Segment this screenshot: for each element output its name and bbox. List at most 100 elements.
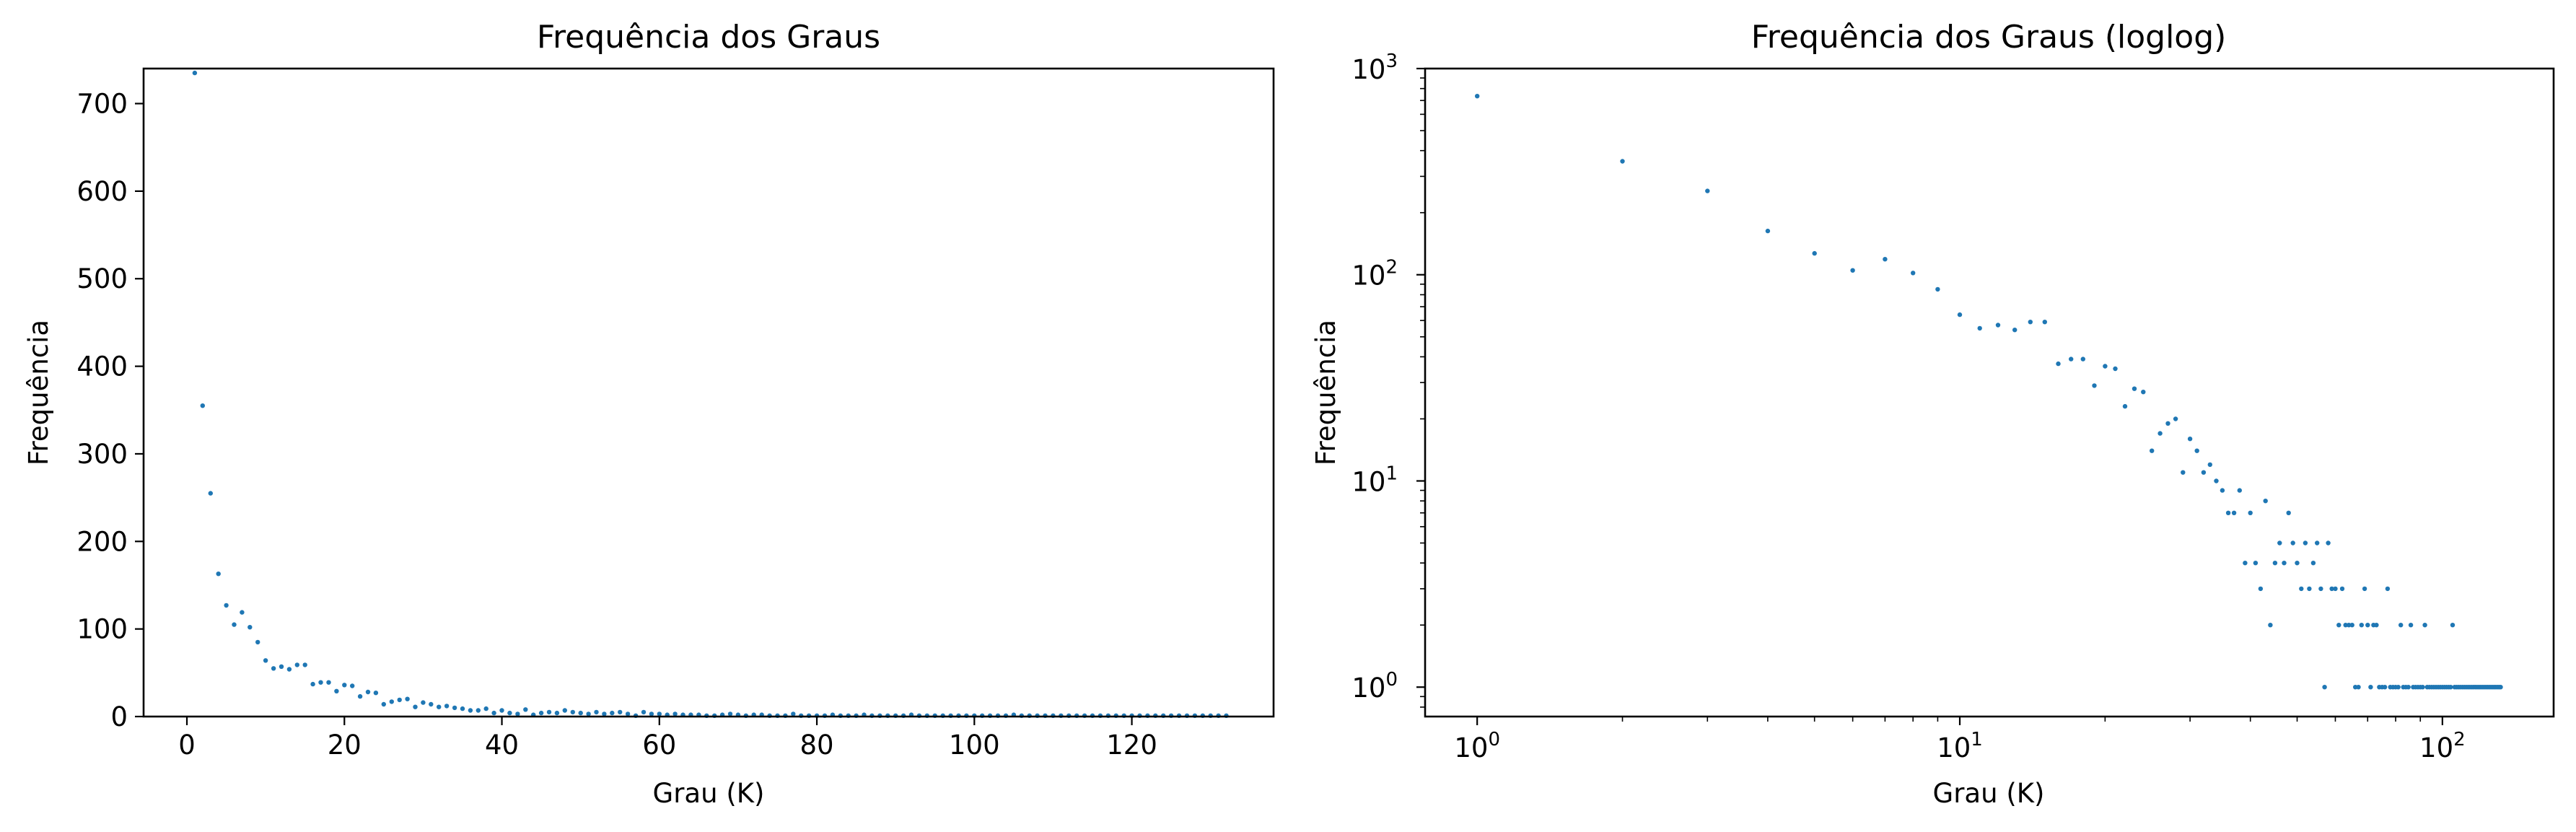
y-tick-label: 400: [76, 351, 128, 382]
data-point: [437, 704, 442, 709]
data-point: [2012, 328, 2018, 333]
data-point: [444, 704, 450, 709]
data-point: [326, 680, 331, 685]
data-point: [2295, 561, 2300, 566]
data-point: [2343, 623, 2348, 628]
x-axis-label: Grau (K): [1933, 778, 2045, 809]
data-point: [641, 709, 647, 715]
x-tick-label: 120: [1106, 730, 1157, 761]
axis-ticks: 100 101 102 100 101 102 103: [1351, 51, 2465, 763]
x-tick-label: 60: [642, 730, 676, 761]
data-point: [1850, 268, 1855, 273]
data-point: [2243, 561, 2248, 566]
data-point: [1883, 257, 1888, 262]
data-point: [1475, 94, 1480, 99]
data-point: [2286, 510, 2291, 515]
data-point: [2113, 366, 2118, 372]
y-axis-label: Frequência: [1310, 320, 1341, 465]
data-point: [421, 700, 426, 705]
data-point: [200, 403, 205, 408]
data-point: [255, 639, 260, 645]
data-point: [2422, 623, 2427, 628]
data-point: [2248, 510, 2253, 515]
data-point: [302, 662, 307, 667]
data-point: [357, 693, 363, 699]
data-point: [2333, 586, 2338, 592]
data-point: [570, 709, 575, 715]
data-point: [2396, 685, 2401, 690]
data-point: [2092, 383, 2097, 388]
y-tick-label: 500: [76, 263, 128, 294]
x-tick-label: 100: [949, 730, 1000, 761]
data-point: [1705, 188, 1710, 193]
data-point: [586, 711, 591, 717]
plot-frame: [142, 67, 1275, 718]
data-point: [2207, 462, 2212, 468]
data-point: [1620, 159, 1625, 164]
data-point: [2307, 586, 2312, 592]
axis-ticks: 0 20 40 60 80 100 120 0 100 200 300 400 500 600 700: [76, 89, 1157, 761]
chart-title: Frequência dos Graus (loglog): [1751, 19, 2227, 56]
data-points: [1475, 94, 2503, 690]
data-point: [2326, 540, 2331, 546]
y-tick-label: 101: [1351, 463, 1398, 497]
data-point: [294, 662, 299, 667]
chart-title: Frequência dos Graus: [537, 19, 880, 56]
x-tick-label: 0: [178, 730, 196, 761]
data-point: [2165, 421, 2170, 426]
data-point: [2349, 623, 2354, 628]
y-tick-label: 200: [76, 526, 128, 557]
data-point: [413, 704, 418, 709]
x-tick-label: 40: [485, 730, 519, 761]
data-point: [1935, 286, 1940, 292]
data-point: [2103, 364, 2108, 369]
y-axis-label: Frequência: [23, 320, 54, 465]
data-point: [2150, 448, 2155, 453]
x-axis-label: Grau (K): [653, 778, 765, 809]
data-point: [1812, 250, 1817, 256]
data-point: [2362, 586, 2367, 592]
data-point: [2272, 561, 2278, 566]
data-point: [2132, 386, 2137, 391]
data-point: [2263, 499, 2268, 504]
data-point: [1957, 312, 1963, 318]
data-point: [279, 664, 284, 669]
data-point: [649, 711, 654, 717]
data-point: [216, 572, 221, 577]
chart-linear: Frequência dos Graus 0 20 40 60 80 100 120 0 100…: [23, 19, 1275, 809]
data-point: [460, 706, 465, 711]
y-tick-label: 100: [76, 614, 128, 645]
y-tick-label: 300: [76, 439, 128, 470]
data-point: [2420, 685, 2425, 690]
data-point: [405, 696, 410, 701]
data-point: [247, 625, 253, 630]
data-point: [491, 710, 496, 716]
data-point: [499, 708, 504, 713]
data-point: [2303, 540, 2308, 546]
data-point: [610, 710, 615, 716]
data-point: [2122, 403, 2128, 409]
data-point: [342, 683, 347, 688]
data-point: [2141, 390, 2146, 395]
data-point: [2157, 431, 2163, 436]
data-point: [2336, 623, 2341, 628]
data-point: [397, 697, 402, 703]
data-point: [2187, 437, 2193, 442]
data-point: [523, 707, 528, 712]
data-point: [507, 710, 512, 716]
y-tick-label: 102: [1351, 257, 1398, 292]
x-tick-label: 102: [2419, 729, 2466, 763]
data-point: [2385, 586, 2391, 592]
data-point: [2382, 685, 2388, 690]
data-point: [554, 710, 560, 716]
data-point: [673, 711, 678, 717]
data-point: [515, 711, 520, 717]
data-point: [334, 688, 339, 693]
data-point: [2069, 356, 2074, 362]
data-point: [618, 709, 623, 715]
data-point: [2329, 586, 2334, 592]
data-point: [538, 710, 544, 716]
data-point: [1977, 325, 1982, 331]
data-point: [2408, 623, 2414, 628]
data-point: [476, 708, 481, 713]
